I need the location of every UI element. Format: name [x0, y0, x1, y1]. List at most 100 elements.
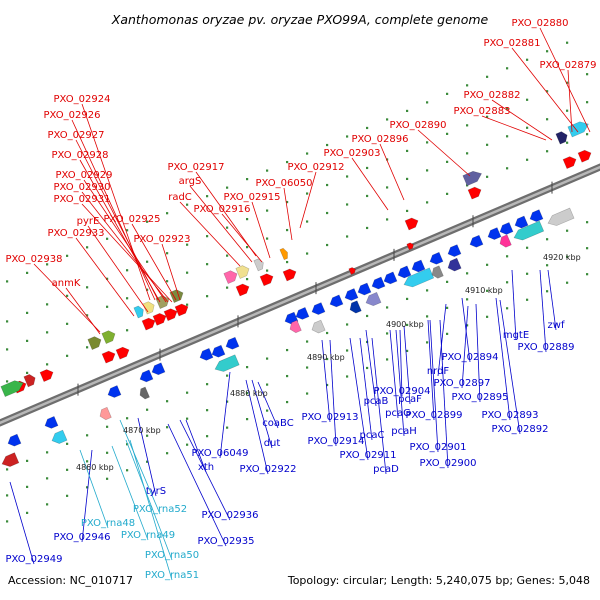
guide-dot [386, 186, 389, 189]
reverse-gene-box-shape [431, 265, 444, 279]
leader-line [495, 297, 511, 421]
guide-dot [86, 434, 89, 437]
reverse-gene-shape [514, 215, 529, 229]
reverse-gene-label: PXO_02892 [492, 424, 549, 435]
reverse-gene-box-shape [99, 406, 112, 421]
reverse-gene-label: pcaB [364, 396, 389, 407]
leader-line [131, 223, 177, 301]
leader-line [81, 203, 173, 303]
leader-line [351, 157, 389, 211]
forward-gene [562, 156, 577, 170]
guide-dot [186, 303, 189, 306]
reverse-gene-box [214, 354, 240, 372]
reverse-gene-box [51, 429, 68, 444]
guide-dot [426, 341, 429, 344]
forward-gene-shape [404, 217, 419, 231]
forward-gene-shape [152, 313, 167, 326]
guide-dot [246, 178, 249, 181]
leader-line [81, 191, 169, 303]
guide-dot [126, 297, 129, 300]
guide-dot [546, 90, 549, 93]
reverse-gene [199, 347, 214, 361]
forward-gene [152, 313, 167, 326]
reverse-gene-shape [151, 362, 166, 376]
guide-dot [86, 486, 89, 489]
leader-line [567, 69, 573, 133]
forward-gene-label: anmK [52, 278, 81, 289]
guide-dot [306, 392, 309, 395]
tick-label: 4900 kbp [386, 320, 424, 329]
guide-dot [26, 311, 29, 314]
guide-dot [106, 237, 109, 240]
leader-line [439, 319, 449, 469]
forward-gene-box [169, 289, 184, 304]
guide-dot [326, 383, 329, 387]
reverse-gene-label: PXO_06049 [192, 448, 249, 459]
guide-dot [246, 418, 249, 421]
tick-label: 4920 kbp [543, 253, 581, 262]
leader-line [251, 379, 273, 449]
rna-gene-label: PXO_rna51 [145, 570, 199, 581]
guide-dot [406, 177, 409, 181]
forward-gene-label: argS [179, 176, 202, 187]
guide-dot [26, 371, 29, 374]
reverse-gene [7, 433, 22, 447]
guide-dot [6, 280, 9, 283]
guide-dot [186, 243, 189, 246]
leader-line [33, 263, 101, 333]
reverse-gene-shape [429, 251, 444, 265]
guide-dot [6, 380, 9, 383]
leader-line [167, 423, 227, 547]
forward-gene-label: PXO_02930 [54, 182, 111, 193]
guide-dot [146, 220, 149, 223]
reverse-gene [514, 215, 529, 229]
leader-line [461, 305, 469, 389]
leader-line [179, 419, 231, 521]
leader-line [179, 201, 241, 267]
forward-gene-box [142, 301, 155, 315]
reverse-gene-box [431, 265, 444, 279]
reverse-gene-shape [529, 209, 544, 223]
leader-line [539, 27, 591, 133]
dotted-guides [6, 41, 589, 523]
forward-gene-box-shape [555, 131, 568, 145]
reverse-gene-shape [295, 307, 310, 320]
forward-gene-label: PXO_02916 [194, 204, 251, 215]
reverse-gene [411, 259, 426, 273]
forward-gene-label: radC [168, 192, 192, 203]
reverse-gene-label: PXO_02895 [452, 392, 509, 403]
guide-dot [266, 383, 269, 386]
guide-dot [346, 375, 349, 378]
guide-dot [286, 160, 289, 164]
guide-dot [486, 143, 489, 146]
guide-dot [46, 303, 49, 306]
forward-gene-shape [174, 303, 189, 317]
guide-dot [46, 503, 49, 506]
reverse-gene-label: tyrS [146, 486, 166, 497]
leader-line [429, 319, 439, 453]
leader-line [499, 299, 521, 435]
guide-dot [26, 459, 29, 462]
forward-gene-label: PXO_02903 [324, 148, 381, 159]
reverse-gene [139, 369, 154, 383]
guide-dot [66, 254, 69, 257]
leader-line [511, 47, 579, 133]
reverse-gene-shape [371, 276, 386, 290]
forward-gene-shape [101, 350, 116, 364]
forward-gene-shape [235, 283, 250, 297]
guide-dot [526, 126, 529, 129]
reverse-gene-label: PXO_02914 [308, 436, 365, 447]
guide-dot [126, 443, 129, 446]
reverse-gene-box-shape [349, 300, 362, 314]
reverse-gene-label: PXO_02936 [202, 510, 259, 521]
leader-line [403, 325, 411, 405]
reverse-gene-shape [411, 259, 426, 273]
guide-dot [366, 126, 369, 130]
reverse-gene-label: pcaD [373, 464, 399, 475]
guide-dot [546, 50, 549, 53]
guide-dot [166, 426, 169, 429]
leader-line [65, 287, 101, 335]
guide-dot [66, 494, 69, 497]
forward-gene-box-shape [223, 270, 238, 284]
guide-dot [306, 192, 309, 195]
